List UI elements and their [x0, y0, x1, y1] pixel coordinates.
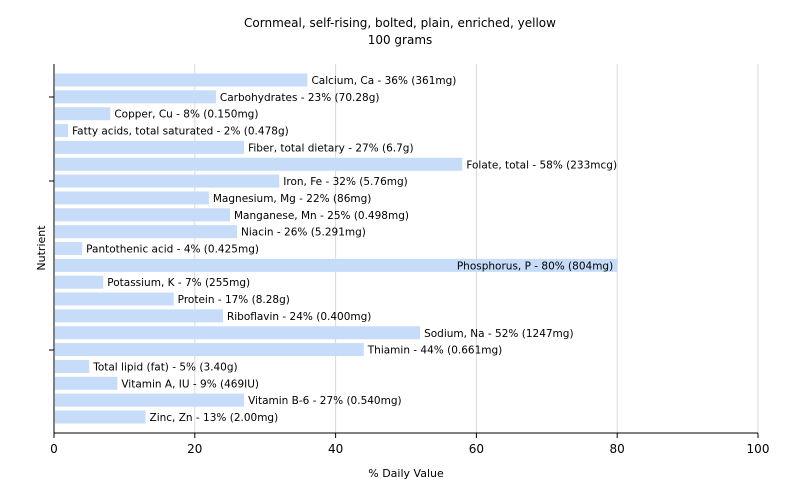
bar	[55, 90, 216, 104]
x-tick-label: 0	[50, 442, 58, 456]
bar-label: Copper, Cu - 8% (0.150mg)	[114, 109, 258, 121]
bar	[55, 258, 618, 272]
bar-label: Magnesium, Mg - 22% (86mg)	[213, 193, 372, 205]
bar-label: Vitamin B-6 - 27% (0.540mg)	[248, 395, 402, 407]
bar	[55, 157, 463, 171]
bar	[55, 191, 209, 205]
bar-label: Potassium, K - 7% (255mg)	[107, 277, 250, 289]
bar	[55, 309, 223, 323]
bar	[55, 174, 280, 188]
x-tick-label: 40	[328, 442, 343, 456]
bar	[55, 410, 146, 424]
bar	[55, 275, 104, 289]
bar-label: Protein - 17% (8.28g)	[178, 294, 290, 306]
chart-subtitle: 100 grams	[368, 33, 433, 47]
x-tick-label: 20	[187, 442, 202, 456]
bar	[55, 140, 245, 154]
x-tick-label: 60	[469, 442, 484, 456]
x-tick-label: 100	[747, 442, 770, 456]
bar	[55, 124, 69, 138]
bar	[55, 326, 421, 340]
x-tick-label: 80	[610, 442, 625, 456]
bar-label: Calcium, Ca - 36% (361mg)	[311, 75, 456, 87]
bar-label: Total lipid (fat) - 5% (3.40g)	[92, 361, 237, 373]
axes: 0 20 40 60 80 100	[49, 64, 769, 456]
x-axis-title: % Daily Value	[368, 467, 444, 480]
bar-label: Niacin - 26% (5.291mg)	[241, 227, 366, 239]
bar-label: Zinc, Zn - 13% (2.00mg)	[150, 412, 279, 424]
bar-label: Pantothenic acid - 4% (0.425mg)	[86, 244, 259, 256]
y-axis-title: Nutrient	[35, 225, 48, 271]
bar-label: Manganese, Mn - 25% (0.498mg)	[234, 210, 409, 222]
bar-label: Phosphorus, P - 80% (804mg)	[457, 260, 613, 272]
bars: Calcium, Ca - 36% (361mg) Carbohydrates -…	[55, 73, 618, 424]
bar-label: Riboflavin - 24% (0.400mg)	[227, 311, 371, 323]
bar	[55, 359, 90, 373]
bar-label: Fiber, total dietary - 27% (6.7g)	[248, 142, 413, 154]
bar	[55, 376, 118, 390]
bar	[55, 208, 230, 222]
grid-lines	[194, 64, 759, 433]
bar-label: Folate, total - 58% (233mcg)	[466, 159, 617, 171]
bar	[55, 73, 308, 87]
bar-label: Vitamin A, IU - 9% (469IU)	[121, 378, 259, 390]
bar	[55, 107, 111, 121]
bar	[55, 393, 245, 407]
bar-label: Iron, Fe - 32% (5.76mg)	[283, 176, 407, 188]
bar	[55, 343, 364, 357]
bar-label: Sodium, Na - 52% (1247mg)	[424, 328, 573, 340]
bar-label: Thiamin - 44% (0.661mg)	[367, 345, 503, 357]
bar	[55, 225, 238, 239]
bar	[55, 292, 174, 306]
bar	[55, 242, 83, 255]
bar-label: Carbohydrates - 23% (70.28g)	[220, 92, 380, 104]
chart-title: Cornmeal, self-rising, bolted, plain, en…	[244, 16, 556, 30]
bar-label: Fatty acids, total saturated - 2% (0.478…	[72, 126, 289, 138]
